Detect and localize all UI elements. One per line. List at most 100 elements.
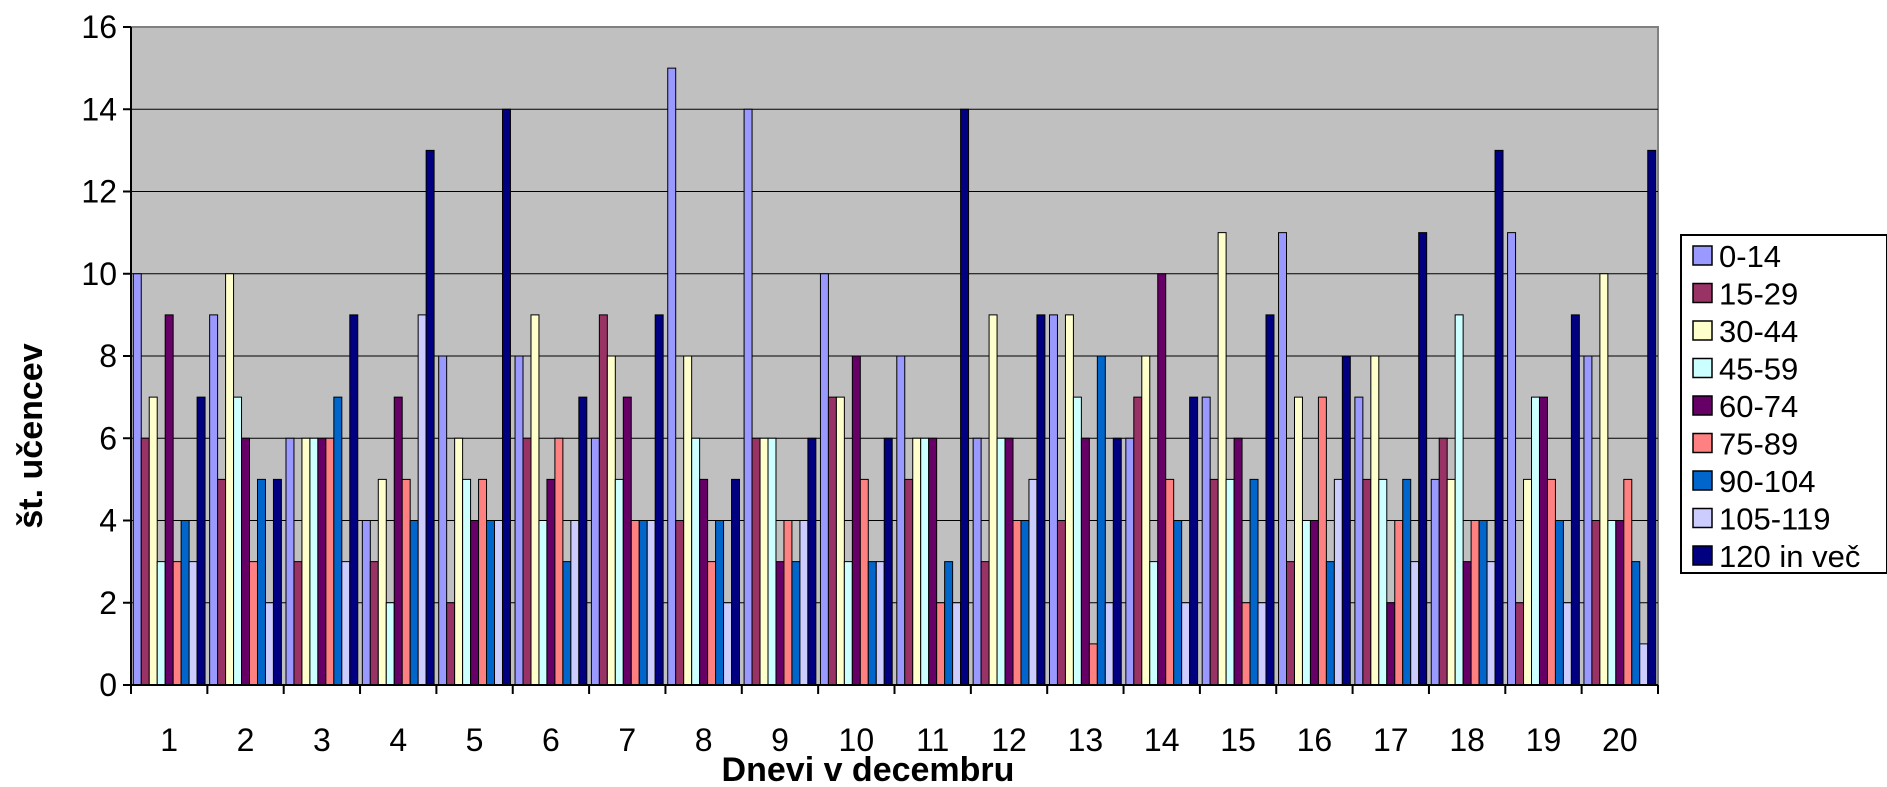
bar [1454,314,1464,686]
bar [156,561,166,686]
bar [293,561,303,686]
bar [361,520,371,686]
bar [301,437,311,686]
bar [980,561,990,686]
bar [960,108,970,686]
bar [172,561,182,686]
bar [256,478,266,686]
legend-label: 30-44 [1719,314,1798,349]
bar [522,437,532,686]
bar [1004,437,1014,686]
bar [683,355,693,686]
legend-swatch [1692,357,1713,379]
x-tick-label: 17 [1373,722,1409,758]
bar [140,437,150,686]
bar [1088,643,1098,686]
bar [1125,437,1135,686]
bar [1486,561,1496,686]
legend-label: 90-104 [1719,464,1816,499]
bar [1378,478,1388,686]
legend-label: 15-29 [1719,277,1798,312]
x-tick-label: 5 [466,722,484,758]
bar [646,520,656,686]
bar [1112,437,1122,686]
legend-label: 75-89 [1719,427,1798,462]
bar [438,355,448,686]
legend: 0-1415-2930-4445-5960-7475-8990-104105-1… [1680,234,1887,574]
bar [1623,478,1633,686]
bar [835,396,845,686]
bar [1410,561,1420,686]
bar [630,520,640,686]
bar [546,478,556,686]
bar [1446,478,1456,686]
bar [1341,355,1351,686]
bar [225,273,235,686]
bar [1157,273,1167,686]
legend-swatch [1692,395,1713,416]
bar [638,520,648,686]
bar [1149,561,1159,686]
bar [1362,478,1372,686]
bar [667,67,677,686]
legend-label: 45-59 [1719,352,1798,387]
bar [514,355,524,686]
bar [1462,561,1472,686]
bar [1141,355,1151,686]
y-tick-label: 16 [81,9,117,45]
x-tick-label: 9 [771,722,789,758]
bar [707,561,717,686]
x-tick-label: 12 [991,722,1027,758]
bar [988,314,998,686]
bar [393,396,403,686]
bar [148,396,158,686]
bar [767,437,777,686]
y-tick-label: 8 [99,338,117,374]
y-axis-title: št. učencev [12,343,50,528]
bar [751,437,761,686]
bar [1523,478,1533,686]
x-tick-label: 11 [916,722,949,758]
legend-label: 120 in več [1719,539,1860,574]
bar [799,520,809,686]
bar [1036,314,1046,686]
bar [1531,396,1540,686]
bar [912,437,922,686]
bar [807,437,817,686]
bar [132,273,142,686]
x-tick-label: 20 [1602,722,1638,758]
legend-label: 0-14 [1719,239,1781,274]
x-axis-title: Dnevi v decembru [722,751,1015,787]
bar [731,478,741,686]
legend-swatch [1692,470,1713,491]
bar [1615,520,1625,686]
bar [598,314,608,686]
bar [217,478,227,686]
bar [1217,232,1227,686]
bar [614,478,624,686]
x-tick-label: 2 [237,722,255,758]
bar [478,478,488,686]
bar [385,602,395,686]
bar [501,108,511,686]
bar [1325,561,1335,686]
bar [1394,520,1404,686]
bar [1080,437,1090,686]
bar [1538,396,1548,686]
bar [691,437,701,686]
bar [1583,355,1593,686]
x-tick-labels: 1 2 3 4 5 6 7 8 9 10 11 12 13 14 15 16 17 18 19 20 [160,722,1637,758]
bar [272,478,282,686]
bar [401,478,411,686]
bar [1478,520,1488,686]
bar [1402,478,1412,686]
bar [843,561,853,686]
bar [1201,396,1211,686]
bar [928,437,938,686]
bar [1354,396,1364,686]
bar [530,314,540,686]
bar [1418,232,1428,686]
bar [759,437,769,686]
bar [875,561,885,686]
